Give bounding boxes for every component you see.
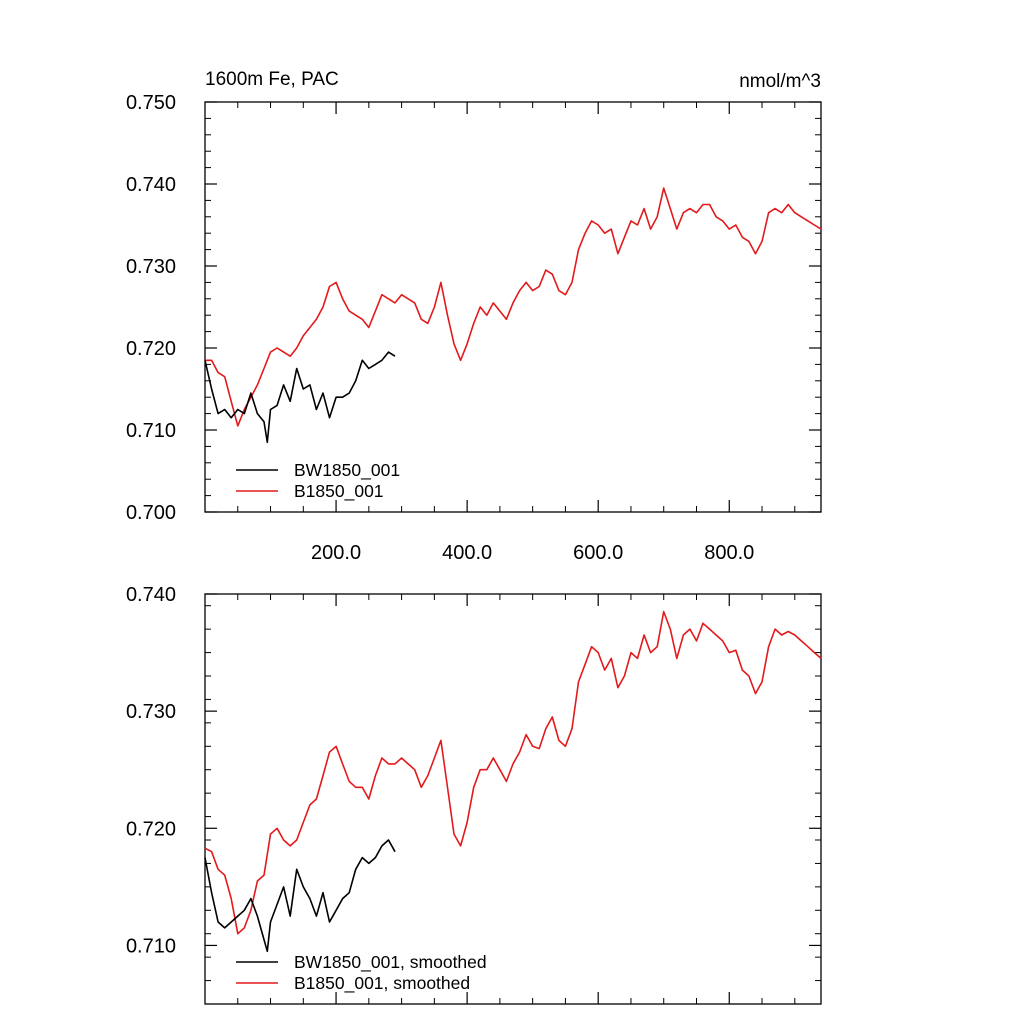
- top-y-tick-label: 0.740: [126, 174, 176, 196]
- top-legend-label-0: BW1850_001: [294, 460, 400, 481]
- top-x-tick-label: 600.0: [573, 542, 623, 564]
- top-y-tick-label: 0.730: [126, 256, 176, 278]
- bottom-panel: 0.710 0.720 0.730 0.740 BW1850_001, smoothed…: [126, 584, 822, 1005]
- bottom-y-tick-label: 0.710: [126, 935, 176, 957]
- bottom-legend-label-0: BW1850_001, smoothed: [294, 952, 487, 973]
- top-y-tick-label: 0.710: [126, 420, 176, 442]
- bottom-legend-label-1: B1850_001, smoothed: [294, 973, 470, 994]
- top-panel-units: nmol/m^3: [739, 71, 821, 92]
- top-series-line-0: [204, 351, 396, 444]
- bottom-y-tick-label: 0.720: [126, 818, 176, 840]
- bottom-series-line-0: [204, 839, 396, 953]
- top-plot-frame: [204, 101, 822, 513]
- top-panel-title: 1600m Fe, PAC: [205, 69, 339, 90]
- top-x-tick-label: 400.0: [442, 542, 492, 564]
- top-x-tick-label: 800.0: [704, 542, 754, 564]
- bottom-plot-frame: [204, 593, 822, 1005]
- top-panel: 1600m Fe, PAC nmol/m^3 0.700 0.710 0.720 0.…: [126, 69, 822, 564]
- bottom-series-line-1: [204, 610, 822, 935]
- top-x-tick-label: 200.0: [311, 542, 361, 564]
- top-y-tick-label: 0.700: [126, 502, 176, 524]
- top-y-tick-label: 0.720: [126, 338, 176, 360]
- top-y-tick-label: 0.750: [126, 92, 176, 114]
- top-series-line-1: [205, 187, 822, 427]
- top-legend-label-1: B1850_001: [294, 481, 384, 502]
- bottom-y-tick-label: 0.730: [126, 701, 176, 723]
- bottom-y-tick-label: 0.740: [126, 584, 176, 606]
